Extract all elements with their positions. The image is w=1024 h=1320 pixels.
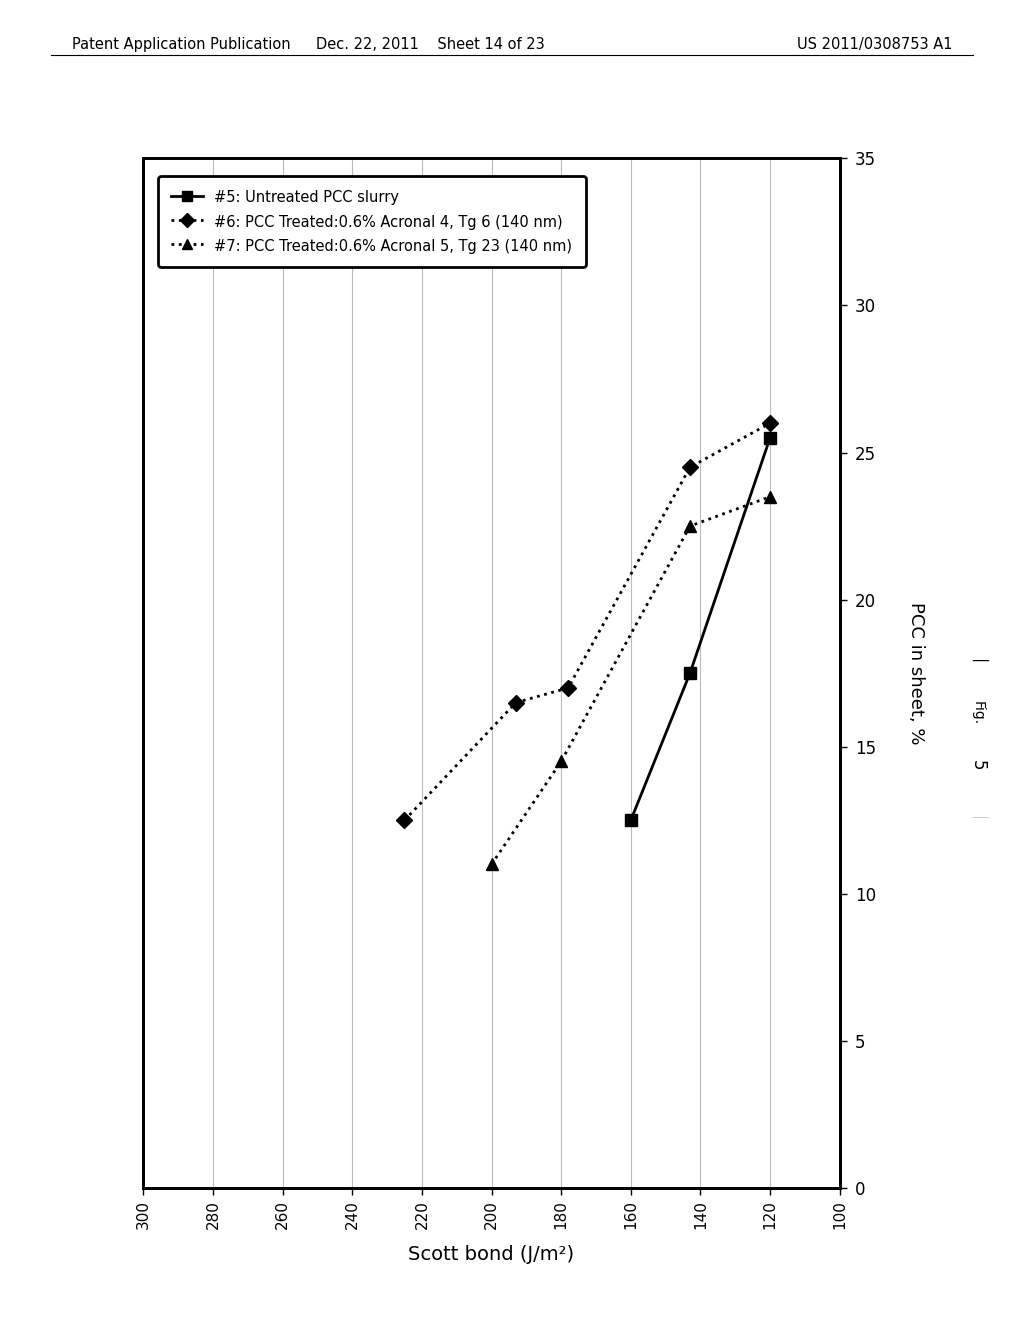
- Text: Patent Application Publication: Patent Application Publication: [72, 37, 291, 51]
- Text: 5: 5: [969, 760, 987, 771]
- Text: US 2011/0308753 A1: US 2011/0308753 A1: [797, 37, 952, 51]
- Text: Dec. 22, 2011    Sheet 14 of 23: Dec. 22, 2011 Sheet 14 of 23: [315, 37, 545, 51]
- Text: Fig.: Fig.: [971, 701, 985, 725]
- X-axis label: Scott bond (J/m²): Scott bond (J/m²): [409, 1246, 574, 1265]
- Y-axis label: PCC in sheet, %: PCC in sheet, %: [906, 602, 925, 744]
- Legend: #5: Untreated PCC slurry, #6: PCC Treated:0.6% Acronal 4, Tg 6 (140 nm), #7: PCC: #5: Untreated PCC slurry, #6: PCC Treate…: [158, 176, 586, 268]
